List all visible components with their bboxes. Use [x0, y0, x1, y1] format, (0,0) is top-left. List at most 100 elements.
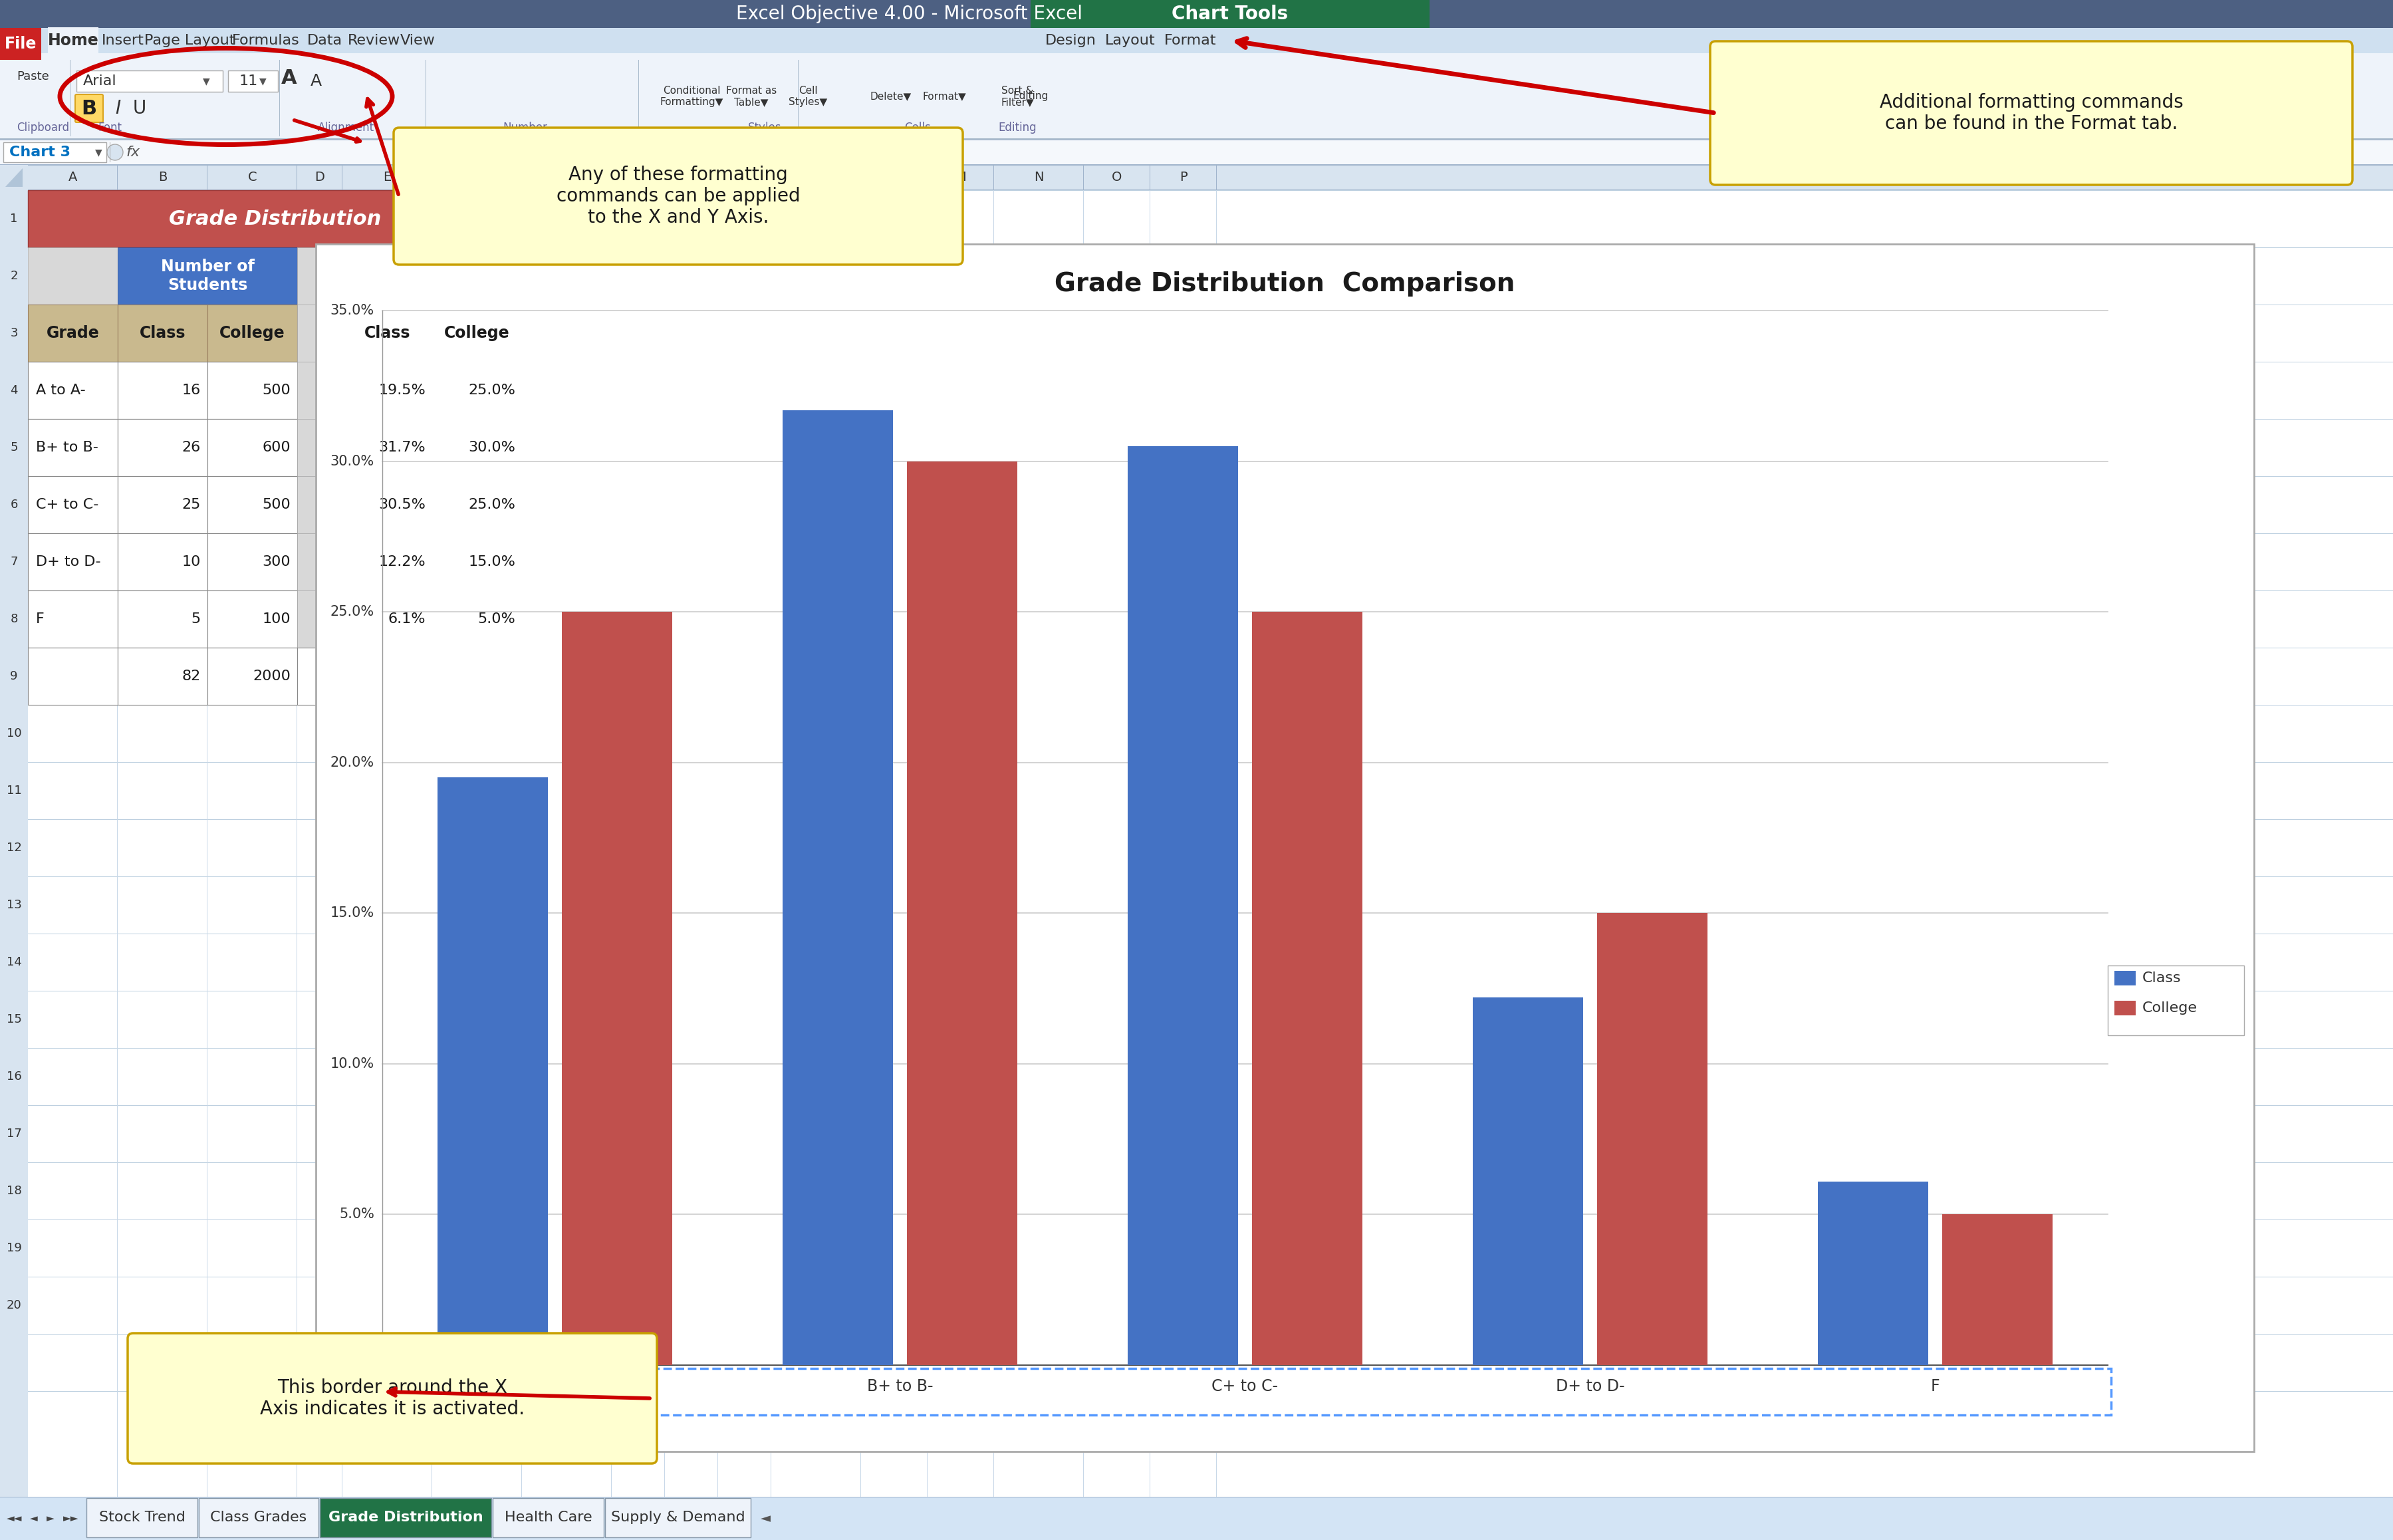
- Text: O: O: [1113, 171, 1122, 183]
- Bar: [208, 648, 297, 705]
- Text: I: I: [115, 99, 120, 117]
- Text: 30.0%: 30.0%: [469, 440, 514, 454]
- Text: 12.2%: 12.2%: [378, 556, 426, 568]
- Bar: [208, 305, 297, 362]
- Text: 25.0%: 25.0%: [469, 497, 514, 511]
- Bar: [0, 1497, 2393, 1540]
- FancyBboxPatch shape: [127, 1334, 658, 1463]
- Text: 2000: 2000: [254, 670, 290, 682]
- FancyBboxPatch shape: [74, 94, 103, 122]
- Bar: [342, 305, 433, 362]
- Text: I: I: [689, 171, 694, 183]
- Bar: [433, 362, 522, 419]
- Text: Data: Data: [306, 34, 342, 48]
- Text: A: A: [311, 72, 321, 89]
- Text: Insert: Insert: [103, 34, 144, 48]
- Bar: [208, 533, 297, 590]
- Text: B+ to B-: B+ to B-: [866, 1378, 933, 1394]
- FancyBboxPatch shape: [1711, 42, 2352, 185]
- Text: U: U: [134, 99, 146, 117]
- Bar: [297, 419, 342, 476]
- Text: Paste: Paste: [17, 71, 50, 83]
- Text: H: H: [634, 171, 644, 183]
- Bar: [117, 476, 208, 533]
- Text: 30.0%: 30.0%: [330, 454, 373, 468]
- Text: F: F: [1931, 1378, 1941, 1394]
- Text: Number: Number: [503, 122, 548, 134]
- Bar: [2108, 966, 2245, 1035]
- Text: 15: 15: [7, 1013, 22, 1026]
- Text: 100: 100: [263, 613, 290, 625]
- Bar: [433, 590, 522, 648]
- Text: Any of these formatting
commands can be applied
to the X and Y Axis.: Any of these formatting commands can be …: [555, 165, 799, 226]
- Text: 20.0%: 20.0%: [330, 756, 373, 768]
- Bar: [433, 648, 522, 705]
- Text: 300: 300: [263, 556, 290, 568]
- Text: Layout: Layout: [1106, 34, 1156, 48]
- Text: C: C: [249, 171, 256, 183]
- Bar: [0, 140, 2393, 165]
- Bar: [29, 248, 117, 305]
- Bar: [342, 533, 433, 590]
- Text: College: College: [445, 325, 510, 342]
- Text: ▼: ▼: [96, 148, 103, 157]
- Bar: [48, 28, 98, 54]
- Text: 15.0%: 15.0%: [469, 556, 514, 568]
- Text: 5: 5: [191, 613, 201, 625]
- Bar: [86, 1498, 199, 1537]
- Bar: [1943, 1215, 2053, 1364]
- Bar: [605, 1498, 751, 1537]
- Text: Class: Class: [139, 325, 187, 342]
- Bar: [297, 476, 342, 533]
- Text: Formulas: Formulas: [232, 34, 299, 48]
- Bar: [29, 533, 117, 590]
- Bar: [297, 362, 342, 419]
- Text: Additional formatting commands
can be found in the Format tab.: Additional formatting commands can be fo…: [1879, 92, 2182, 132]
- Bar: [117, 590, 208, 648]
- Text: Alignment: Alignment: [318, 122, 373, 134]
- Bar: [117, 248, 297, 305]
- Text: 35.0%: 35.0%: [330, 303, 373, 317]
- Text: 10: 10: [182, 556, 201, 568]
- Bar: [0, 0, 120, 28]
- Bar: [117, 362, 208, 419]
- Text: 6.1%: 6.1%: [388, 613, 426, 625]
- Bar: [562, 611, 672, 1364]
- Bar: [297, 305, 342, 362]
- Bar: [0, 54, 2393, 140]
- Text: 8: 8: [10, 613, 17, 625]
- Bar: [1819, 1181, 1929, 1364]
- Text: 25.0%: 25.0%: [330, 605, 373, 619]
- Text: D: D: [316, 171, 325, 183]
- Text: Page Layout: Page Layout: [144, 34, 235, 48]
- Text: 20: 20: [7, 1300, 22, 1311]
- Text: A: A: [69, 171, 77, 183]
- Text: ▼: ▼: [258, 77, 266, 86]
- Text: 1: 1: [10, 213, 17, 225]
- Text: Supply & Demand: Supply & Demand: [610, 1511, 744, 1525]
- Bar: [0, 189, 29, 1497]
- Bar: [29, 590, 117, 648]
- Bar: [297, 533, 342, 590]
- Text: 11: 11: [7, 784, 22, 796]
- Text: 31.7%: 31.7%: [378, 440, 426, 454]
- Bar: [1472, 998, 1584, 1364]
- Text: ◄◄: ◄◄: [7, 1514, 22, 1523]
- Text: 19.5%: 19.5%: [378, 383, 426, 397]
- Text: Stock Trend: Stock Trend: [98, 1511, 184, 1525]
- Text: A: A: [282, 69, 297, 88]
- Bar: [342, 248, 522, 305]
- Text: Design: Design: [1046, 34, 1096, 48]
- Text: 11: 11: [239, 74, 258, 88]
- Bar: [342, 476, 433, 533]
- Text: C+ to C-: C+ to C-: [1211, 1378, 1278, 1394]
- Bar: [0, 189, 2393, 1497]
- Bar: [907, 460, 1017, 1364]
- Bar: [29, 189, 2393, 1497]
- Bar: [0, 165, 2393, 189]
- Text: 10: 10: [7, 727, 22, 739]
- FancyBboxPatch shape: [392, 128, 962, 265]
- Bar: [29, 648, 117, 705]
- Text: Grade Distribution: Grade Distribution: [170, 209, 380, 228]
- Bar: [438, 778, 548, 1364]
